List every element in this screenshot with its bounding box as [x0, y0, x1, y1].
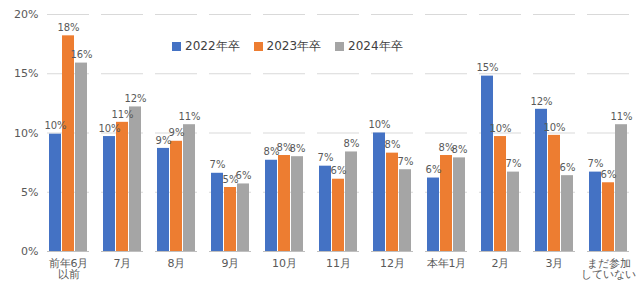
svg-text:12月: 12月 — [380, 257, 405, 270]
svg-text:8月: 8月 — [168, 257, 186, 270]
svg-text:3月: 3月 — [546, 257, 564, 270]
svg-text:15%: 15% — [476, 62, 498, 73]
svg-text:18%: 18% — [57, 22, 79, 33]
svg-text:2月: 2月 — [492, 257, 510, 270]
svg-text:10%: 10% — [368, 119, 390, 130]
svg-text:10月: 10月 — [272, 257, 297, 270]
svg-text:10%: 10% — [98, 123, 120, 134]
svg-text:8%: 8% — [276, 141, 293, 153]
svg-text:6%: 6% — [601, 169, 617, 180]
svg-text:10%: 10% — [14, 127, 38, 140]
html-text:2022年卒: 2022年卒 — [185, 39, 240, 53]
svg-text:7%: 7% — [210, 159, 226, 170]
svg-text:5%: 5% — [222, 173, 239, 185]
svg-text:5%: 5% — [21, 186, 38, 199]
html-text:2024年卒: 2024年卒 — [348, 39, 403, 53]
svg-text:16%: 16% — [70, 49, 92, 60]
svg-text:8%: 8% — [344, 138, 360, 149]
svg-text:8%: 8% — [438, 141, 455, 153]
svg-text:7%: 7% — [588, 158, 604, 169]
svg-text:7%: 7% — [318, 152, 334, 163]
svg-text:10%: 10% — [489, 123, 511, 134]
svg-text:11%: 11% — [178, 111, 200, 122]
svg-text:9月: 9月 — [222, 257, 240, 270]
svg-text:7%: 7% — [506, 158, 522, 169]
svg-text:12%: 12% — [124, 93, 146, 104]
svg-text:8%: 8% — [385, 139, 401, 150]
svg-text:9%: 9% — [169, 127, 185, 138]
svg-text:11月: 11月 — [326, 257, 351, 270]
svg-text:6%: 6% — [426, 164, 442, 175]
svg-text:12%: 12% — [530, 96, 552, 107]
svg-text:7%: 7% — [398, 156, 414, 167]
svg-text:6%: 6% — [236, 170, 252, 181]
svg-text:11%: 11% — [111, 109, 133, 120]
svg-text:9%: 9% — [155, 134, 172, 146]
html-text:2023年卒: 2023年卒 — [266, 39, 322, 53]
svg-text:6%: 6% — [560, 162, 576, 173]
svg-text:10%: 10% — [44, 120, 66, 131]
svg-text:前年6月以前: 前年6月以前 — [49, 257, 89, 281]
svg-text:本年1月: 本年1月 — [427, 257, 467, 270]
svg-text:20%: 20% — [14, 8, 38, 21]
svg-text:15%: 15% — [14, 67, 38, 80]
svg-text:8%: 8% — [263, 146, 280, 158]
svg-text:まだ参加していない: まだ参加していない — [581, 257, 636, 281]
svg-text:10%: 10% — [543, 122, 565, 133]
svg-text:7月: 7月 — [114, 257, 132, 270]
svg-text:8%: 8% — [290, 143, 306, 154]
svg-text:0%: 0% — [21, 245, 38, 258]
svg-text:8%: 8% — [452, 144, 468, 155]
svg-text:6%: 6% — [331, 165, 347, 176]
svg-text:11%: 11% — [610, 111, 632, 122]
